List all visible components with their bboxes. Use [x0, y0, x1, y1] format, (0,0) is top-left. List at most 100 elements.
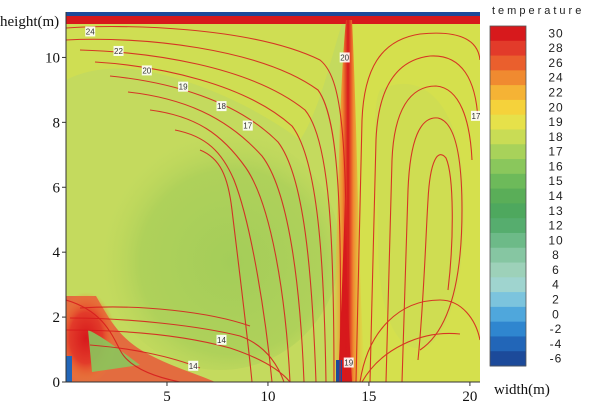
y-tick-label: 6 — [53, 180, 61, 196]
colorbar-swatch — [490, 292, 526, 308]
central-plume-core — [338, 200, 352, 382]
contour-line — [66, 329, 291, 382]
colorbar-swatch — [490, 336, 526, 352]
contour-label: 24 — [86, 27, 95, 36]
colorbar-label: 14 — [548, 189, 563, 203]
plot-area: 24 22 20 19 18 17 14 14 20 19 17 — [66, 12, 481, 382]
colorbar-swatch — [490, 262, 526, 278]
left-heat-source-core — [66, 292, 116, 382]
x-tick-label: 5 — [163, 389, 171, 405]
contour-line — [174, 129, 273, 382]
colorbar-legend: temperature 3028262422201918171615141312… — [489, 5, 584, 367]
contour-line — [369, 55, 479, 382]
contour-line — [127, 91, 305, 382]
y-tick-label: 2 — [53, 310, 61, 326]
colorbar-label: 22 — [548, 86, 563, 100]
left-cell-core — [100, 130, 340, 370]
contour-label-box — [216, 334, 227, 345]
contour-line — [149, 109, 291, 382]
contour-label: 20 — [340, 53, 349, 62]
y-tick-label: 8 — [53, 115, 61, 131]
contour-line — [361, 332, 461, 382]
colorbar-swatch — [490, 55, 526, 71]
y-ticks: 0 2 4 6 8 10 — [45, 50, 66, 391]
colorbar-swatch — [490, 99, 526, 116]
colorbar-label: -6 — [550, 352, 563, 366]
y-tick-label: 10 — [45, 50, 60, 66]
contour-label: 14 — [189, 362, 198, 371]
colorbar-frame — [489, 25, 527, 367]
contour-label-box — [188, 360, 199, 371]
contour-label-box — [113, 45, 124, 56]
contour-line — [359, 299, 480, 382]
ceiling-edge — [66, 12, 480, 16]
colorbar-label: -4 — [550, 337, 563, 351]
contour-line — [355, 32, 480, 382]
colorbar-label: 0 — [552, 307, 560, 321]
colorbar-swatch — [490, 129, 526, 145]
colorbar-title: temperature — [492, 5, 584, 17]
contour-label-box — [470, 110, 480, 121]
contour-label-box — [85, 26, 96, 37]
colorbar-label: 4 — [552, 278, 560, 292]
colorbar-label: 20 — [548, 100, 563, 114]
y-tick-label: 4 — [53, 245, 61, 261]
colorbar-swatch — [490, 114, 526, 130]
contour-label: 22 — [114, 47, 123, 56]
colorbar-label: 13 — [548, 204, 563, 218]
contour-labels: 24 22 20 19 18 17 14 14 20 19 17 — [85, 26, 481, 371]
colorbar-swatch — [490, 144, 526, 160]
colorbar-label: 12 — [548, 219, 563, 233]
contour-label-box — [343, 357, 354, 368]
central-plume — [330, 20, 366, 382]
x-tick-label: 10 — [260, 389, 275, 405]
contour-label: 17 — [472, 112, 481, 121]
colorbar-label: 24 — [548, 71, 563, 85]
contour-lines — [66, 25, 480, 382]
contour-label: 19 — [344, 359, 353, 368]
right-cell-inner-region — [374, 83, 464, 349]
colorbar-swatch — [490, 85, 526, 101]
colorbar-swatch — [490, 26, 526, 42]
colorbar-swatch — [490, 173, 526, 190]
contour-line — [66, 25, 348, 382]
y-tick-label: 0 — [53, 375, 61, 391]
colorbar-label: 8 — [552, 248, 560, 262]
colorbar-swatch — [490, 70, 526, 86]
colorbar-label: 30 — [548, 26, 563, 40]
colorbar-label: 6 — [552, 263, 560, 277]
left-floor-vent — [66, 356, 72, 382]
colorbar-label: 28 — [548, 41, 563, 55]
contour-line — [69, 317, 285, 382]
colorbar-label: 16 — [548, 159, 563, 173]
colorbar-swatch — [490, 321, 526, 337]
colorbar-labels: 30282624222019181716151413121086420-2-4-… — [548, 26, 563, 366]
contour-label-box — [216, 101, 227, 112]
contour-label: 17 — [243, 122, 252, 131]
contour-label: 20 — [142, 66, 151, 75]
contour-line — [401, 117, 463, 382]
contour-line — [94, 61, 327, 382]
contour-line — [199, 149, 253, 382]
x-ticks: 5 10 15 20 — [163, 382, 477, 405]
colorbar-swatch — [490, 40, 526, 57]
x-tick-label: 15 — [361, 389, 376, 405]
colorbar-label: 2 — [552, 292, 560, 306]
contour-line — [417, 154, 453, 361]
colorbar-label: 18 — [548, 130, 563, 144]
contour-line — [66, 38, 342, 382]
colorbar-swatch — [490, 159, 526, 175]
contour-label-box — [141, 65, 152, 76]
colorbar-swatch — [490, 218, 526, 234]
colorbar-label: 19 — [548, 115, 563, 129]
contour-line — [109, 75, 317, 382]
colorbar-label: 26 — [548, 56, 563, 70]
contour-line — [79, 49, 335, 382]
colorbar-label: 10 — [548, 233, 563, 247]
colorbar-label: 17 — [548, 145, 563, 159]
contour-label: 19 — [179, 83, 188, 92]
contour-label-box — [178, 81, 189, 92]
colorbar-swatch — [490, 203, 526, 219]
colorbar-label: 15 — [548, 174, 563, 188]
